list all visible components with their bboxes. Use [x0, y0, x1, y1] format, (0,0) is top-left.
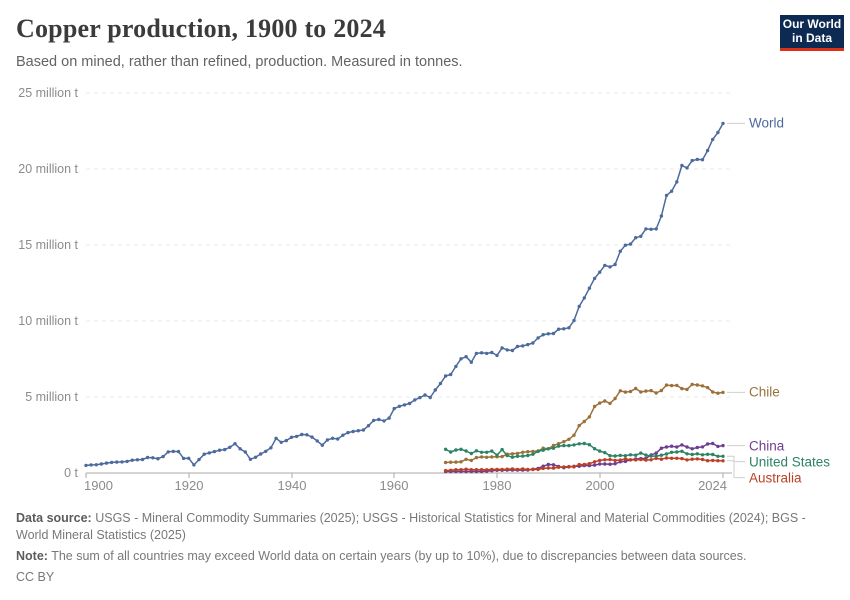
- y-tick-label-0: 0 t: [64, 466, 78, 480]
- note-line: Note: The sum of all countries may excee…: [16, 548, 838, 565]
- owid-logo-line2: in Data: [791, 31, 832, 45]
- y-tick-label-25m: 25 million t: [18, 86, 78, 100]
- series-line-united-states: [443, 441, 725, 459]
- x-tick-label-1960: 1960: [380, 478, 409, 493]
- y-tick-label-15m: 15 million t: [18, 238, 78, 252]
- legend-label-china[interactable]: China: [749, 438, 785, 454]
- x-axis: [85, 472, 732, 478]
- y-tick-label-10m: 10 million t: [18, 314, 78, 328]
- x-tick-label-1940: 1940: [278, 478, 307, 493]
- x-tick-label-1920: 1920: [175, 478, 204, 493]
- legend-label-australia[interactable]: Australia: [749, 470, 802, 486]
- data-source-text: USGS - Mineral Commodity Summaries (2025…: [16, 511, 806, 542]
- note-label: Note:: [16, 549, 48, 563]
- y-axis-labels: 0 t 5 million t 10 million t 15 million …: [18, 86, 78, 480]
- footer: Data source: USGS - Mineral Commodity Su…: [16, 510, 838, 586]
- x-tick-label-1900: 1900: [84, 478, 113, 493]
- owid-logo[interactable]: Our World in Data: [780, 15, 844, 51]
- y-tick-label-20m: 20 million t: [18, 162, 78, 176]
- data-source-label: Data source:: [16, 511, 92, 525]
- x-tick-label-2000: 2000: [586, 478, 615, 493]
- owid-logo-line1: Our World: [782, 17, 842, 31]
- series-line-australia: [443, 456, 725, 473]
- legend-connector-lines: [727, 122, 745, 479]
- series-line-world: [84, 121, 725, 468]
- legend-label-united-states[interactable]: United States: [749, 454, 831, 470]
- x-axis-labels: 1900 1920 1940 1960 1980 2000 2024: [84, 478, 727, 493]
- data-series-group: [84, 121, 725, 474]
- x-tick-label-1980: 1980: [483, 478, 512, 493]
- y-tick-label-5m: 5 million t: [25, 390, 78, 404]
- x-tick-label-2024: 2024: [698, 478, 727, 493]
- gridlines: [86, 92, 732, 398]
- chart-title: Copper production, 1900 to 2024: [16, 14, 386, 43]
- legend-label-world[interactable]: World: [749, 115, 785, 131]
- line-chart-canvas: 0 t 5 million t 10 million t 15 million …: [18, 86, 745, 493]
- data-source-line: Data source: USGS - Mineral Commodity Su…: [16, 510, 838, 544]
- note-text: The sum of all countries may exceed Worl…: [51, 549, 747, 563]
- chart-subtitle: Based on mined, rather than refined, pro…: [16, 54, 463, 70]
- legend-label-chile[interactable]: Chile: [749, 384, 780, 400]
- license-badge[interactable]: CC BY: [16, 570, 55, 584]
